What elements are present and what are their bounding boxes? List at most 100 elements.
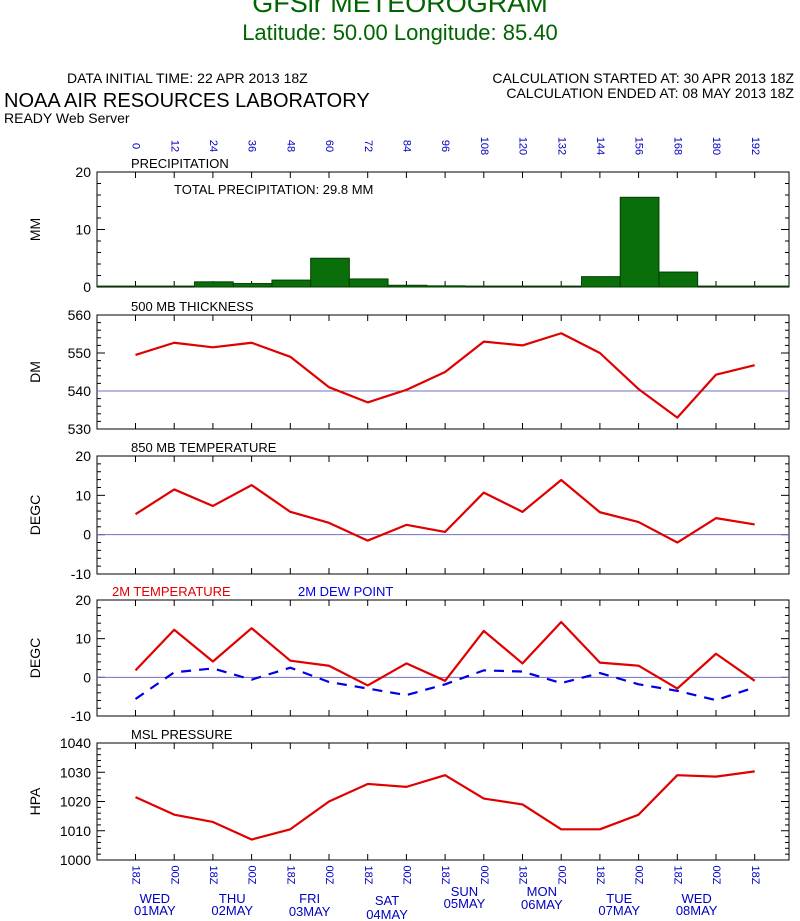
y-tick-label: 560 (68, 307, 92, 323)
chart-title: GFSlr METEOROGRAM (252, 0, 548, 18)
lab-name: NOAA AIR RESOURCES LABORATORY (4, 90, 370, 112)
time-label: 18Z (671, 866, 683, 885)
panel-title: 500 MB THICKNESS (131, 299, 254, 314)
panel-title: MSL PRESSURE (131, 727, 233, 742)
y-tick-label: 1010 (60, 823, 91, 839)
y-tick-label: 1030 (60, 764, 91, 780)
time-label: 18Z (284, 866, 296, 885)
day-label: MON (527, 884, 557, 899)
forecast-hour-label: 132 (555, 137, 567, 155)
time-label: 18Z (749, 866, 761, 885)
y-tick-label: 20 (75, 164, 91, 180)
time-label: 00Z (633, 866, 645, 885)
forecast-hour-label: 60 (323, 140, 335, 152)
y-tick-label: -10 (71, 566, 91, 582)
forecast-hour-label: 96 (439, 140, 451, 152)
precip-bar (581, 276, 621, 288)
time-label: 18Z (439, 866, 451, 885)
time-label: 00Z (323, 866, 335, 885)
day-label: WED (681, 891, 711, 906)
panel-frame (96, 742, 790, 861)
y-tick-label: -10 (71, 708, 91, 724)
y-tick-label: 10 (75, 631, 91, 647)
y-axis-label: DEGC (27, 495, 43, 535)
y-tick-label: 1020 (60, 794, 91, 810)
date-label: 06MAY (521, 897, 563, 912)
y-tick-label: 10 (75, 222, 91, 238)
forecast-hour-label: 192 (749, 137, 761, 155)
forecast-hour-label: 0 (130, 143, 142, 149)
day-label: TUE (606, 891, 632, 906)
time-label: 18Z (362, 866, 374, 885)
precip-bar (658, 271, 699, 288)
y-tick-label: 540 (68, 383, 92, 399)
panel-t850: -10 0 10 20 DEGC 850 MB TEMPERATURE (27, 440, 790, 582)
day-label: WED (140, 891, 170, 906)
y-tick-label: 20 (75, 448, 91, 464)
forecast-hour-label: 48 (284, 140, 296, 152)
y-tick-label: 0 (83, 669, 91, 685)
day-label: SAT (375, 893, 399, 908)
legend-entry: 2M DEW POINT (298, 584, 393, 599)
forecast-hour-label: 120 (517, 137, 529, 155)
series-line (134, 666, 756, 702)
y-tick-label: 1040 (60, 735, 91, 751)
precip-bar (271, 279, 312, 288)
forecast-hour-label: 36 (246, 140, 258, 152)
time-label: 00Z (400, 866, 412, 885)
y-tick-label: 550 (68, 345, 92, 361)
forecast-hour-label: 144 (594, 137, 606, 155)
forecast-hour-label: 156 (633, 137, 645, 155)
panel-t2m: -10 0 10 20 DEGC 2M TEMPERATURE 2M DEW POINT (27, 584, 790, 724)
time-label: 00Z (168, 866, 180, 885)
forecast-hour-label: 12 (168, 140, 180, 152)
y-tick-label: 1000 (60, 852, 91, 868)
time-label: 00Z (478, 866, 490, 885)
calculation-started: CALCULATION STARTED AT: 30 APR 2013 18Z (492, 70, 794, 86)
series-line (135, 770, 755, 841)
time-label: 18Z (594, 866, 606, 885)
y-tick-label: 0 (83, 527, 91, 543)
forecast-hour-label: 168 (671, 137, 683, 155)
forecast-hour-label: 72 (362, 140, 374, 152)
day-label: SUN (451, 884, 478, 899)
time-label: 00Z (555, 866, 567, 885)
time-label: 18Z (130, 866, 142, 885)
time-label: 18Z (517, 866, 529, 885)
time-label: 00Z (246, 866, 258, 885)
y-axis-label: DEGC (27, 638, 43, 678)
time-label: 18Z (207, 866, 219, 885)
forecast-hour-label: 84 (400, 140, 412, 152)
date-label: 04MAY (366, 907, 408, 921)
y-axis-label: DM (27, 361, 43, 383)
precip-annotation: TOTAL PRECIPITATION: 29.8 MM (174, 182, 373, 197)
date-label: 02MAY (211, 903, 253, 918)
y-tick-label: 0 (83, 279, 91, 295)
time-label: 00Z (710, 866, 722, 885)
chart-subtitle: Latitude: 50.00 Longitude: 85.40 (242, 20, 558, 45)
panel-frame (96, 599, 790, 717)
precip-bar (619, 196, 660, 288)
panel-frame (96, 455, 790, 575)
panel-mslp: 1000 1010 1020 1030 1040 HPA MSL PRESSURE (27, 727, 790, 868)
series-line (135, 332, 755, 419)
y-tick-label: 10 (75, 487, 91, 503)
panel-frame (96, 314, 790, 430)
data-initial-time: DATA INITIAL TIME: 22 APR 2013 18Z (67, 70, 308, 86)
y-tick-label: 530 (68, 421, 92, 437)
y-axis-label: MM (27, 218, 43, 241)
precip-bar (232, 283, 273, 288)
series-line (134, 478, 755, 544)
date-label: 08MAY (676, 903, 718, 918)
y-tick-label: 20 (75, 592, 91, 608)
precip-bar (194, 281, 234, 288)
panel-title: 850 MB TEMPERATURE (131, 440, 277, 455)
panel-thickness: 530 540 550 560 DM 500 MB THICKNESS (27, 299, 790, 437)
precip-bar (387, 284, 428, 288)
panel-precip: 0 10 20 MM PRECIPITATION TOTAL PRECIPITATION:… (27, 156, 790, 295)
calculation-ended: CALCULATION ENDED AT: 08 MAY 2013 18Z (506, 85, 794, 101)
server-name: READY Web Server (4, 110, 130, 126)
precip-bar (310, 257, 350, 288)
precip-bar (426, 285, 466, 288)
